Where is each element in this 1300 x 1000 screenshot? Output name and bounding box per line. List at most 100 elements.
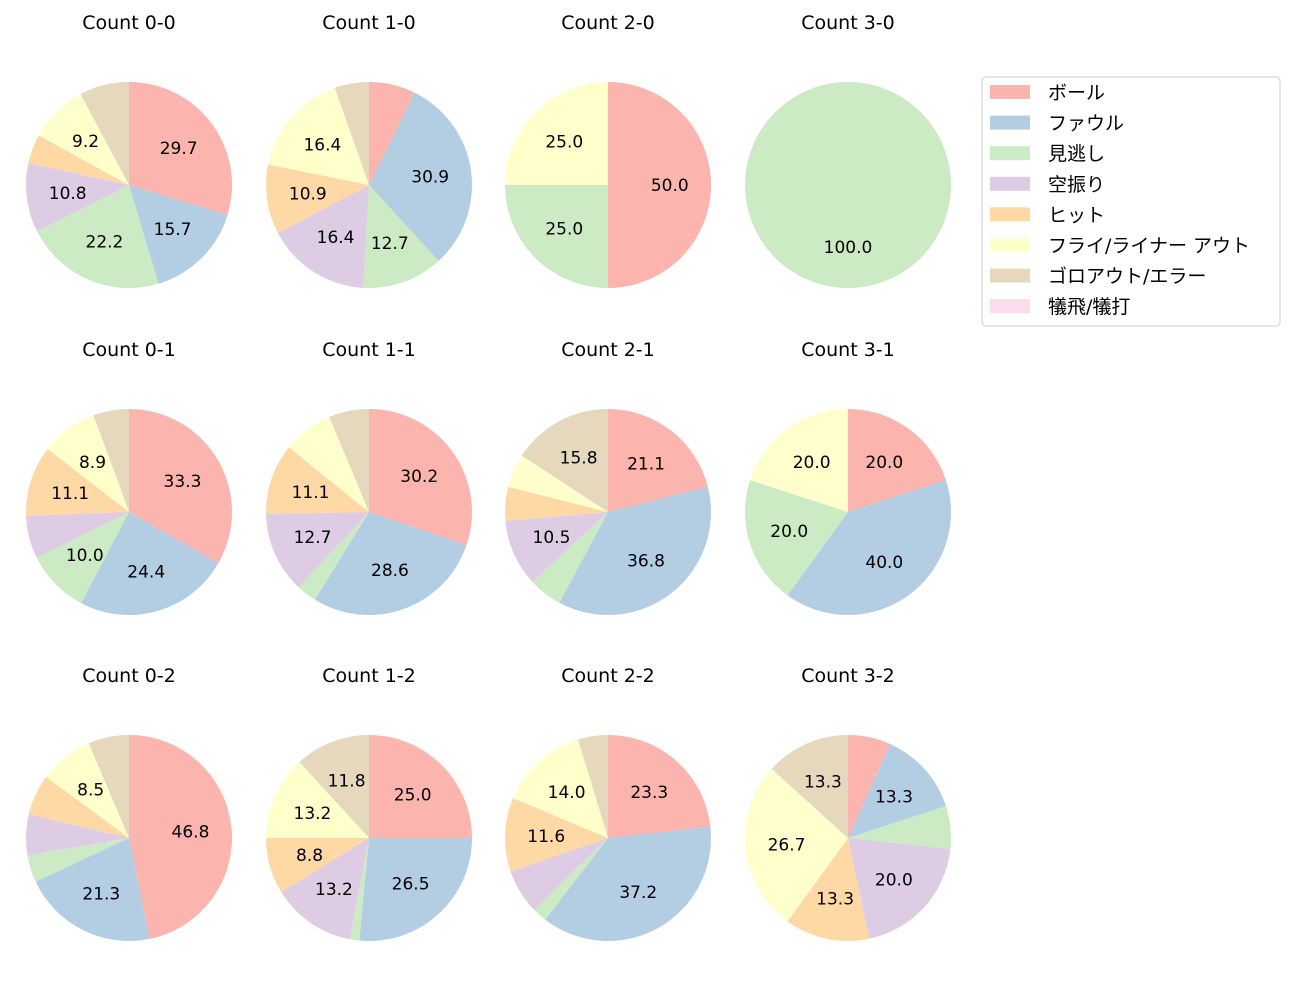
- pie-slice-3: [36, 512, 129, 604]
- legend-label: 空振り: [1048, 174, 1105, 196]
- pie-slice-6: [38, 94, 129, 185]
- pie-value-label: 100.0: [824, 238, 873, 258]
- pie-count-0-0: Count 0-0 29.7 15.7 22.2 10.8 9.2: [25, 12, 232, 289]
- pie-slice-1: [129, 409, 232, 564]
- pie-value-label: 46.8: [172, 823, 210, 843]
- pie-value-label: 11.6: [527, 827, 565, 847]
- legend-item: ヒット: [990, 204, 1105, 226]
- pie-title: Count 2-0: [561, 12, 655, 34]
- pie-count-2-1: Count 2-1 21.1 36.8 10.5 15.8: [504, 339, 712, 616]
- pie-count-2-0: Count 2-0 50.0 25.0 25.0: [505, 12, 711, 288]
- pie-value-label: 15.7: [154, 220, 192, 240]
- pie-slice-4: [848, 838, 951, 939]
- pie-slice-5: [25, 448, 130, 516]
- legend-swatch: [990, 115, 1030, 130]
- pie-value-label: 23.3: [630, 783, 668, 803]
- pie-slice-5: [28, 135, 130, 185]
- pie-value-label: 13.2: [294, 804, 332, 824]
- legend-swatch: [990, 85, 1030, 99]
- pie-value-label: 10.9: [289, 185, 327, 205]
- pie-slice-2: [359, 838, 472, 941]
- pie-value-label: 25.0: [545, 220, 583, 240]
- pie-title: Count 0-1: [82, 339, 176, 361]
- pie-slice-5: [266, 838, 369, 893]
- legend-item: 見逃し: [990, 143, 1105, 165]
- pie-slice-6: [505, 82, 608, 185]
- pie-count-3-2: Count 3-2 13.3 20.0 13.3 26.7 13.3: [745, 665, 951, 941]
- pie-title: Count 3-2: [801, 665, 895, 687]
- legend-item: ボール: [990, 82, 1105, 104]
- pie-count-2-2: Count 2-2 23.3 37.2 11.6 14.0: [504, 665, 712, 942]
- pie-slice-6: [745, 768, 848, 922]
- pie-title: Count 1-0: [322, 12, 416, 34]
- pie-count-1-0: Count 1-0 30.9 12.7 16.4 10.9 16.4: [265, 12, 472, 289]
- pie-slice-7: [93, 409, 129, 512]
- pie-value-label: 13.3: [816, 889, 854, 909]
- legend-label: ボール: [1048, 82, 1105, 104]
- pie-slice-1: [369, 735, 472, 838]
- pie-slice-6: [268, 87, 369, 185]
- legend-item: ゴロアウト/エラー: [990, 266, 1206, 288]
- pie-slice-1: [129, 82, 232, 215]
- pie-slice-5: [504, 798, 608, 872]
- pie-value-label: 10.5: [533, 528, 571, 548]
- pie-slice-3: [745, 82, 951, 288]
- pie-slice-3: [532, 512, 608, 603]
- pie-title: Count 1-1: [322, 339, 416, 361]
- pie-slice-4: [26, 512, 129, 558]
- pie-value-label: 28.6: [371, 561, 409, 581]
- pie-slice-6: [266, 762, 369, 838]
- pie-slice-6: [46, 743, 129, 838]
- pie-value-label: 25.0: [545, 132, 583, 152]
- pie-value-label: 26.7: [768, 835, 806, 855]
- pie-value-label: 14.0: [548, 783, 586, 803]
- pie-value-label: 16.4: [317, 228, 355, 248]
- pie-value-label: 22.2: [86, 233, 124, 253]
- pie-title: Count 2-2: [561, 665, 655, 687]
- pie-value-label: 12.7: [371, 234, 409, 254]
- pie-value-label: 13.3: [875, 788, 913, 808]
- pie-slice-3: [848, 806, 951, 849]
- legend-item: ファウル: [990, 113, 1124, 135]
- pie-slice-2: [369, 92, 472, 261]
- pie-slice-1: [608, 735, 711, 838]
- legend-label: 犠飛/犠打: [1048, 296, 1130, 318]
- pie-slice-7: [521, 409, 608, 512]
- pie-slice-4: [266, 512, 369, 588]
- pie-value-label: 11.8: [328, 771, 366, 791]
- pie-value-label: 50.0: [651, 176, 689, 196]
- pie-value-label: 25.0: [394, 785, 432, 805]
- pie-value-label: 16.4: [303, 135, 341, 155]
- pie-value-label: 26.5: [392, 875, 430, 895]
- legend-label: ファウル: [1048, 113, 1124, 135]
- pie-slice-2: [848, 743, 946, 838]
- legend-swatch: [990, 268, 1030, 283]
- legend-swatch: [990, 299, 1030, 314]
- pie-slice-7: [299, 735, 369, 838]
- pie-slice-1: [369, 409, 472, 546]
- pie-slice-3: [363, 185, 439, 289]
- pie-value-label: 20.0: [865, 453, 903, 473]
- pie-value-label: 12.7: [294, 528, 332, 548]
- pie-value-label: 15.8: [560, 449, 598, 469]
- pie-slice-1: [848, 409, 946, 512]
- pie-value-label: 30.2: [400, 467, 438, 487]
- pie-title: Count 1-2: [322, 665, 416, 687]
- pie-slice-7: [578, 735, 608, 838]
- legend-swatch: [990, 238, 1030, 252]
- pie-count-1-2: Count 1-2 25.0 26.5 13.2 8.8 13.2 11.8: [266, 665, 472, 941]
- pie-slice-1: [608, 82, 711, 288]
- pie-slice-7: [334, 82, 369, 185]
- pie-title: Count 0-0: [82, 12, 176, 34]
- legend-label: ヒット: [1048, 204, 1105, 226]
- pie-slice-5: [28, 776, 129, 838]
- legend-box: [981, 76, 1281, 327]
- pie-value-label: 21.1: [627, 454, 665, 474]
- pie-count-0-2: Count 0-2 46.8 21.3 8.5: [26, 665, 232, 941]
- pie-value-label: 10.0: [66, 546, 104, 566]
- pie-slice-4: [26, 814, 130, 856]
- pie-slice-3: [744, 480, 848, 596]
- pie-value-label: 24.4: [127, 562, 165, 582]
